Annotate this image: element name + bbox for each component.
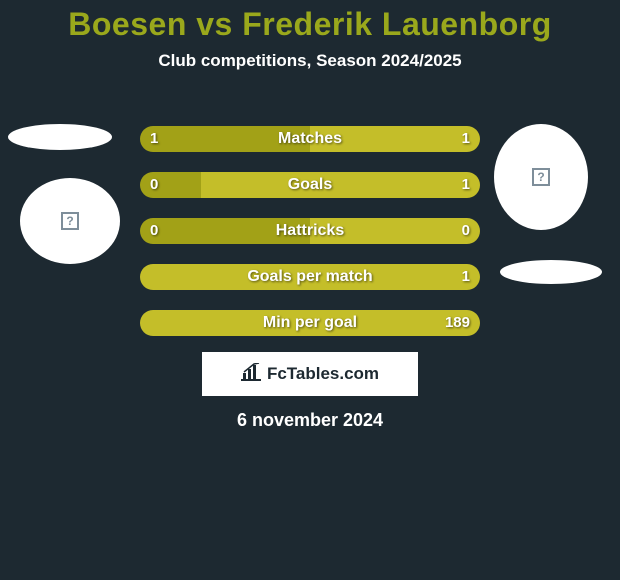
chart-icon [241, 363, 261, 386]
bar-right-segment [310, 126, 480, 152]
bar-right-segment [201, 172, 480, 198]
bar-right-segment [310, 218, 480, 244]
stats-infographic: Boesen vs Frederik Lauenborg Club compet… [0, 0, 620, 580]
bar-left-segment [140, 218, 310, 244]
date-label: 6 november 2024 [0, 410, 620, 431]
bar-left-segment [140, 172, 201, 198]
placeholder-icon: ? [61, 212, 79, 230]
logo-text: FcTables.com [267, 364, 379, 384]
stat-bar: Matches11 [140, 126, 480, 152]
stat-bar: Hattricks00 [140, 218, 480, 244]
comparison-bars: Matches11 Goals01 Hattricks00 Goals per mat… [140, 126, 480, 356]
bar-right-segment [140, 310, 480, 336]
deco-ellipse-left [8, 124, 112, 150]
player-avatar-right: ? [494, 124, 588, 230]
stat-bar: Min per goal189 [140, 310, 480, 336]
stat-bar: Goals per match1 [140, 264, 480, 290]
bar-left-segment [140, 126, 310, 152]
page-title: Boesen vs Frederik Lauenborg [0, 0, 620, 43]
deco-ellipse-right [500, 260, 602, 284]
fctables-logo: FcTables.com [202, 352, 418, 396]
player-avatar-left: ? [20, 178, 120, 264]
stat-bar: Goals01 [140, 172, 480, 198]
subtitle: Club competitions, Season 2024/2025 [0, 51, 620, 71]
placeholder-icon: ? [532, 168, 550, 186]
bar-right-segment [140, 264, 480, 290]
